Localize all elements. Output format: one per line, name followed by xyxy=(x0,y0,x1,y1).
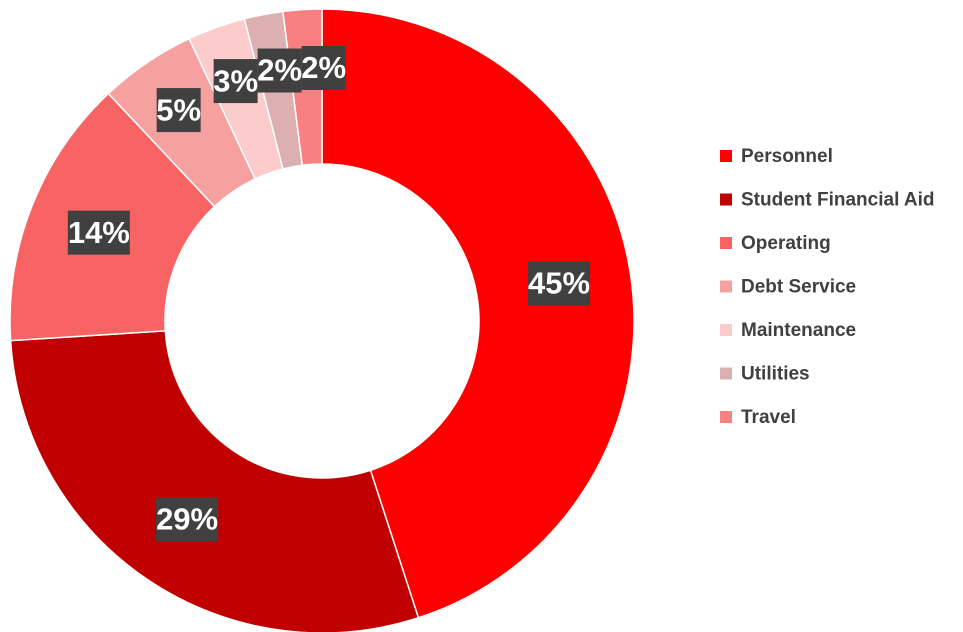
data-label: 5% xyxy=(156,92,201,127)
data-label: 29% xyxy=(156,502,218,537)
legend-swatch xyxy=(720,324,732,336)
data-label-box xyxy=(156,497,219,542)
data-label-box xyxy=(67,210,130,255)
legend-label: Student Financial Aid xyxy=(741,190,935,211)
data-label-box xyxy=(528,261,591,306)
donut-slice xyxy=(9,330,420,632)
data-label-box xyxy=(213,59,258,104)
data-label: 45% xyxy=(528,266,590,301)
legend-label: Maintenance xyxy=(741,320,856,341)
legend-swatch xyxy=(720,237,732,249)
legend-swatch xyxy=(720,367,732,380)
data-label: 3% xyxy=(213,63,258,98)
data-label-box xyxy=(301,46,346,90)
data-label: 2% xyxy=(301,50,346,85)
legend-swatch xyxy=(720,193,732,206)
data-label-box xyxy=(156,88,201,133)
data-label-box xyxy=(257,48,302,93)
legend-label: Debt Service xyxy=(741,277,856,298)
legend-swatch xyxy=(720,280,732,293)
data-label: 14% xyxy=(68,215,130,250)
legend-swatch xyxy=(720,150,732,162)
data-label: 2% xyxy=(257,53,302,88)
legend-label: Utilities xyxy=(741,364,810,385)
legend-label: Travel xyxy=(741,407,796,428)
legend-label: Personnel xyxy=(741,146,833,167)
legend-label: Operating xyxy=(741,233,831,254)
legend-swatch xyxy=(720,411,732,423)
donut-slice xyxy=(321,8,635,619)
